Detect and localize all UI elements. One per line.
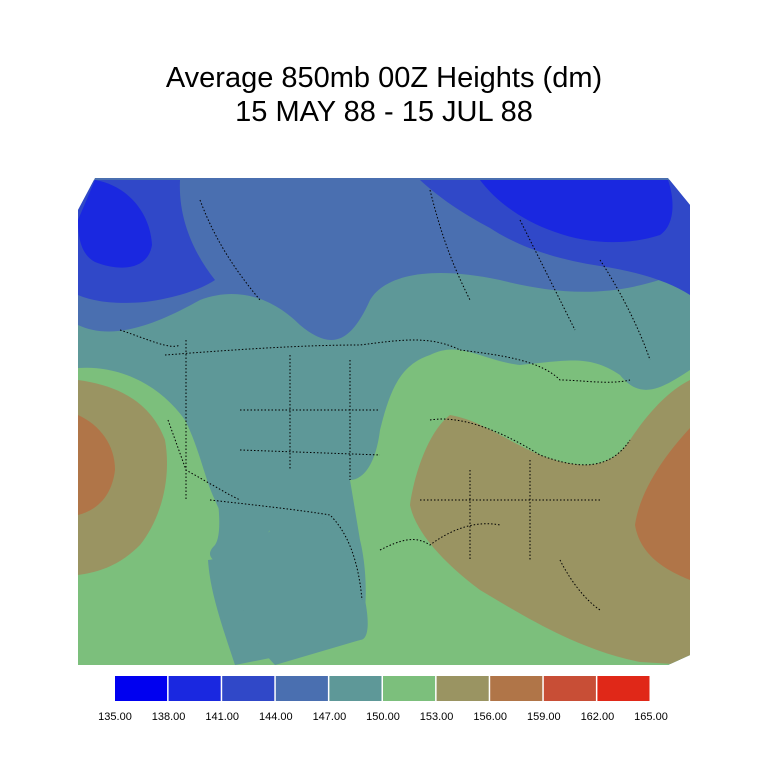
legend-tick-label: 138.00 — [152, 711, 186, 723]
legend-swatch — [115, 676, 168, 701]
legend-swatch — [275, 676, 328, 701]
height-band-138-141-west — [78, 180, 152, 268]
height-band-138-141-northeast — [480, 180, 673, 243]
legend-swatch — [490, 676, 543, 701]
legend-swatch — [168, 676, 221, 701]
legend-tick-label: 147.00 — [313, 711, 347, 723]
legend-tick-label: 162.00 — [581, 711, 615, 723]
legend-tick-label: 135.00 — [98, 711, 132, 723]
legend-swatch — [597, 676, 650, 701]
legend-tick-label: 153.00 — [420, 711, 454, 723]
legend-swatch — [222, 676, 275, 701]
height-band-153-156-southeast — [410, 380, 690, 665]
legend-swatch — [543, 676, 596, 701]
height-band-147-150-southwest — [210, 395, 368, 665]
height-band-156-159-west — [78, 415, 115, 515]
legend-tick-label: 150.00 — [366, 711, 400, 723]
legend-tick-label: 156.00 — [473, 711, 507, 723]
legend-tick-label: 159.00 — [527, 711, 561, 723]
legend-swatch — [436, 676, 489, 701]
political-boundaries — [119, 189, 651, 611]
map-title-line-2: 15 MAY 88 - 15 JUL 88 — [235, 96, 533, 128]
legend-swatch — [383, 676, 436, 701]
map-title-line-1: Average 850mb 00Z Heights (dm) — [165, 62, 603, 94]
legend-swatch — [329, 676, 382, 701]
contour-map — [78, 178, 690, 665]
legend-tick-label: 144.00 — [259, 711, 293, 723]
legend-tick-label: 141.00 — [205, 711, 239, 723]
height-band-153-156-west — [78, 380, 168, 575]
height-band-156-159-east — [635, 428, 690, 580]
legend-tick-label: 165.00 — [634, 711, 668, 723]
